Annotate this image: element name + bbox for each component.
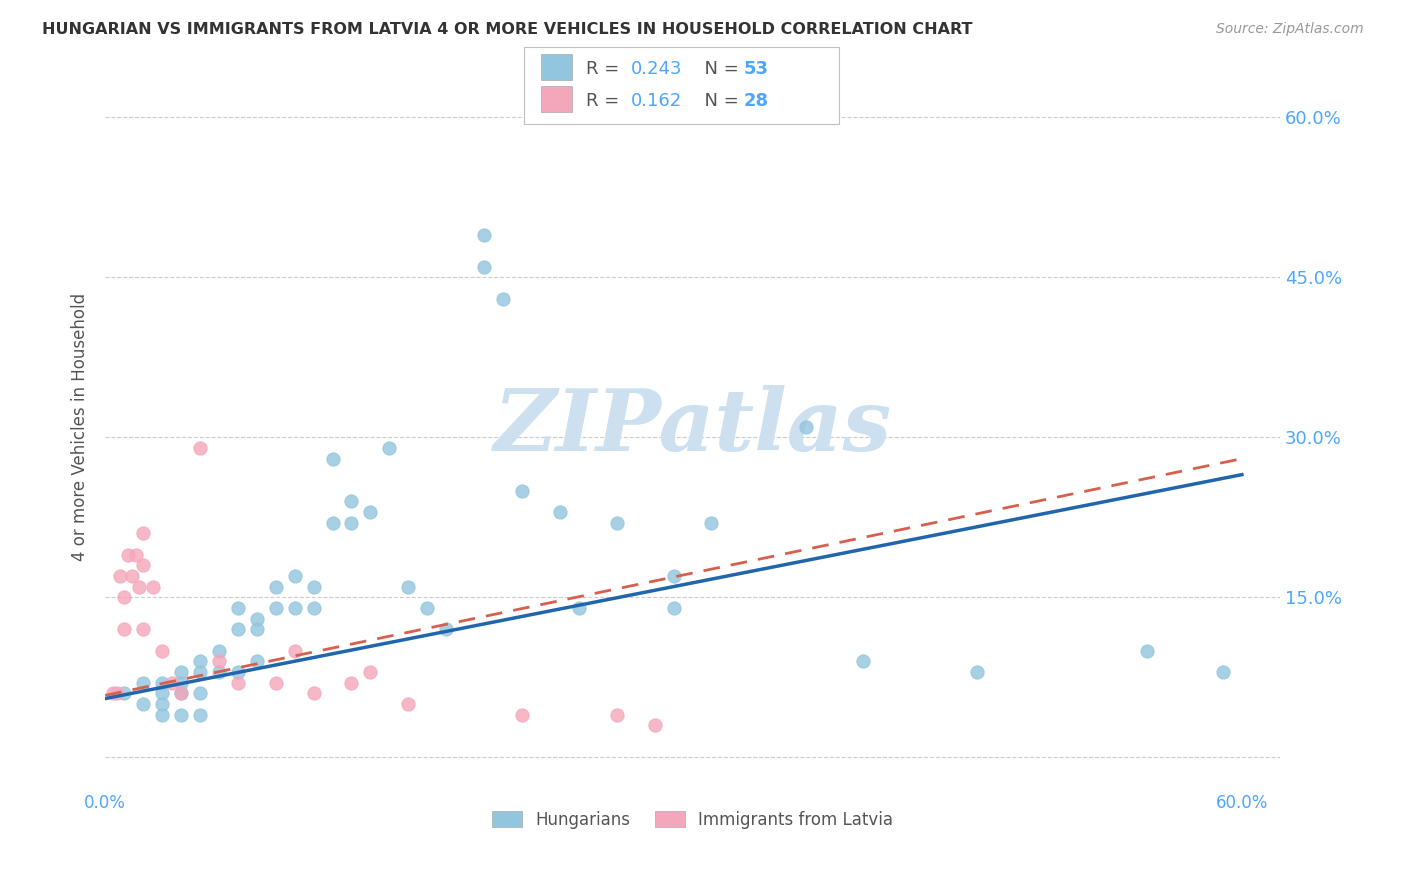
Point [188,654,211,668]
Text: 0.162: 0.162 [631,92,682,110]
Point [150,686,173,700]
Text: HUNGARIAN VS IMMIGRANTS FROM LATVIA 4 OR MORE VEHICLES IN HOUSEHOLD CORRELATION : HUNGARIAN VS IMMIGRANTS FROM LATVIA 4 OR… [42,22,973,37]
Point [112,622,135,636]
Text: N =: N = [693,92,745,110]
Point [302,601,325,615]
Point [208,665,231,679]
Point [142,580,165,594]
Point [208,643,231,657]
Point [340,675,363,690]
Text: 53: 53 [744,60,769,78]
Point [510,707,533,722]
Point [606,707,628,722]
Point [1212,665,1234,679]
Text: N =: N = [693,60,745,78]
Point [132,697,155,711]
Point [396,697,419,711]
Point [150,697,173,711]
Point [160,675,183,690]
Text: R =: R = [586,60,626,78]
Point [246,611,269,625]
Point [110,569,132,583]
Point [124,548,146,562]
Point [226,622,249,636]
Point [794,419,817,434]
Point [472,227,495,242]
Point [170,686,193,700]
Point [662,601,685,615]
Point [548,505,571,519]
Point [121,569,143,583]
Point [284,643,307,657]
Point [284,601,307,615]
Point [662,569,685,583]
Point [340,494,363,508]
Point [101,686,124,700]
Y-axis label: 4 or more Vehicles in Household: 4 or more Vehicles in Household [72,293,89,561]
Point [170,665,193,679]
Point [434,622,457,636]
Point [150,675,173,690]
Point [510,483,533,498]
Point [264,675,287,690]
Point [132,622,155,636]
Point [226,601,249,615]
Point [492,292,515,306]
Point [644,718,666,732]
Text: 28: 28 [744,92,769,110]
Point [246,654,269,668]
Point [1136,643,1159,657]
Point [208,654,231,668]
Point [105,686,128,700]
Legend: Hungarians, Immigrants from Latvia: Hungarians, Immigrants from Latvia [485,804,900,835]
Text: R =: R = [586,92,626,110]
Point [132,558,155,573]
Text: 0.243: 0.243 [631,60,683,78]
Point [150,643,173,657]
Point [966,665,988,679]
Point [284,569,307,583]
Point [170,686,193,700]
Point [606,516,628,530]
Point [700,516,723,530]
Point [112,591,135,605]
Point [359,505,381,519]
Point [302,580,325,594]
Point [264,580,287,594]
Point [132,526,155,541]
Point [226,675,249,690]
Point [188,441,211,455]
Point [472,260,495,274]
Point [246,622,269,636]
Point [226,665,249,679]
Point [264,601,287,615]
Point [322,451,344,466]
Point [112,686,135,700]
Point [852,654,875,668]
Point [396,580,419,594]
Point [188,707,211,722]
Point [188,665,211,679]
Point [117,548,139,562]
Point [132,675,155,690]
Text: Source: ZipAtlas.com: Source: ZipAtlas.com [1216,22,1364,37]
Point [188,686,211,700]
Point [416,601,439,615]
Point [170,707,193,722]
Point [359,665,381,679]
Point [340,516,363,530]
Text: ZIPatlas: ZIPatlas [494,384,891,468]
Point [378,441,401,455]
Point [170,675,193,690]
Point [128,580,150,594]
Point [322,516,344,530]
Point [568,601,591,615]
Point [150,707,173,722]
Point [302,686,325,700]
